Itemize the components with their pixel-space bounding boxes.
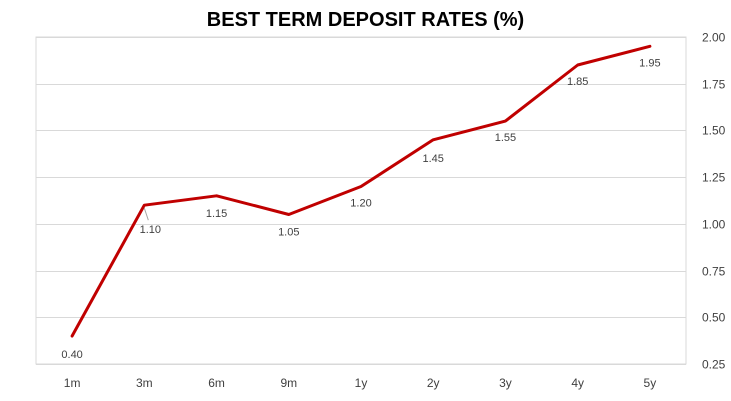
y-tick-label: 0.25 bbox=[702, 358, 726, 372]
x-tick-label: 4y bbox=[571, 376, 584, 390]
x-tick-label: 3m bbox=[136, 376, 153, 390]
series-line-group bbox=[70, 44, 652, 338]
y-tick-label: 1.25 bbox=[702, 171, 726, 185]
y-tick-label: 1.50 bbox=[702, 124, 726, 138]
x-tick-label: 2y bbox=[427, 376, 440, 390]
data-point bbox=[142, 203, 146, 207]
data-label: 1.20 bbox=[350, 197, 371, 209]
data-point bbox=[70, 334, 74, 338]
data-label: 1.15 bbox=[206, 208, 227, 220]
chart-title: BEST TERM DEPOSIT RATES (%) bbox=[206, 9, 525, 31]
axis-labels: 2.00 1.75 1.50 1.25 1.00 0.75 0.50 0.25 1m 3m 6m 9m… bbox=[64, 31, 726, 391]
x-tick-label: 1y bbox=[355, 376, 368, 390]
x-tick-label: 5y bbox=[644, 376, 657, 390]
y-tick-label: 0.75 bbox=[702, 265, 726, 279]
data-label: 1.45 bbox=[423, 153, 444, 165]
y-tick-label: 0.50 bbox=[702, 311, 726, 325]
data-point bbox=[576, 63, 580, 67]
y-tick-label: 1.75 bbox=[702, 78, 726, 92]
data-label: 1.85 bbox=[567, 76, 588, 88]
data-label: 1.55 bbox=[495, 132, 516, 144]
data-point bbox=[287, 213, 291, 217]
data-labels: 0.40 1.10 1.15 1.05 1.20 1.45 1.55 1.85 1.95 bbox=[61, 57, 660, 361]
gridlines bbox=[35, 36, 687, 365]
data-label-leader bbox=[143, 208, 149, 221]
x-tick-label: 9m bbox=[280, 376, 297, 390]
data-point bbox=[503, 119, 507, 123]
data-point bbox=[359, 184, 363, 188]
data-point bbox=[215, 194, 219, 198]
data-point bbox=[648, 44, 652, 48]
y-tick-label: 2.00 bbox=[702, 31, 726, 45]
data-point bbox=[431, 138, 435, 142]
x-tick-label: 3y bbox=[499, 376, 512, 390]
x-tick-label: 1m bbox=[64, 376, 81, 390]
data-label: 1.95 bbox=[639, 57, 660, 69]
data-label: 0.40 bbox=[61, 349, 82, 361]
x-tick-label: 6m bbox=[208, 376, 225, 390]
y-tick-label: 1.00 bbox=[702, 218, 726, 232]
data-label: 1.10 bbox=[140, 224, 161, 236]
data-label: 1.05 bbox=[278, 227, 299, 239]
series-line bbox=[70, 44, 652, 338]
